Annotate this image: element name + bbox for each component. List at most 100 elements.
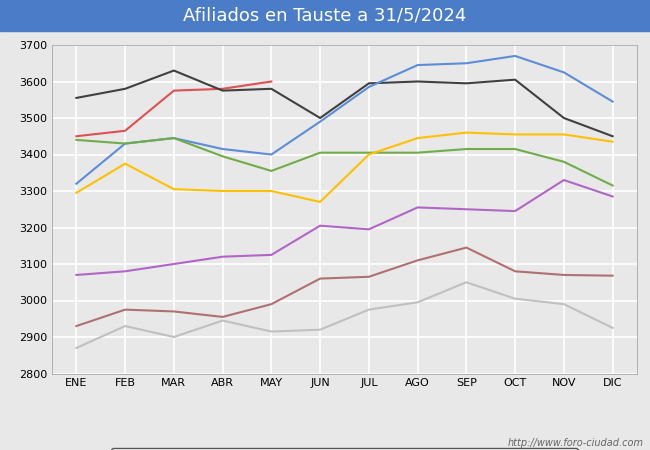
Line: 2018: 2018: [77, 248, 612, 326]
2019: [413, 205, 421, 210]
2019: [268, 252, 276, 257]
2020: [170, 186, 178, 192]
2022: [316, 119, 324, 124]
2023: [608, 134, 616, 139]
2017: [463, 279, 471, 285]
2017: [316, 327, 324, 333]
2023: [170, 68, 178, 73]
Legend: 2024, 2023, 2022, 2021, 2020, 2019, 2018, 2017: 2024, 2023, 2022, 2021, 2020, 2019, 2018…: [111, 448, 578, 450]
2021: [316, 150, 324, 155]
2020: [268, 188, 276, 194]
2023: [121, 86, 129, 91]
2019: [170, 261, 178, 267]
2021: [218, 153, 227, 159]
2022: [218, 146, 227, 152]
2020: [608, 139, 616, 144]
2020: [365, 152, 373, 157]
2021: [365, 150, 373, 155]
2017: [72, 345, 81, 351]
2019: [463, 207, 471, 212]
2021: [413, 150, 421, 155]
2020: [121, 161, 129, 166]
2022: [511, 53, 519, 58]
2019: [511, 208, 519, 214]
2024: [268, 79, 276, 84]
Text: Afiliados en Tauste a 31/5/2024: Afiliados en Tauste a 31/5/2024: [183, 6, 467, 24]
2022: [463, 61, 471, 66]
2023: [365, 81, 373, 86]
2019: [560, 177, 568, 183]
2020: [218, 188, 227, 194]
2022: [365, 84, 373, 90]
2023: [72, 95, 81, 101]
2022: [268, 152, 276, 157]
2023: [316, 115, 324, 121]
2017: [121, 324, 129, 329]
2017: [560, 302, 568, 307]
2021: [170, 135, 178, 141]
2017: [170, 334, 178, 340]
2020: [511, 132, 519, 137]
2021: [268, 168, 276, 174]
2019: [72, 272, 81, 278]
2021: [121, 141, 129, 146]
2021: [560, 159, 568, 165]
Line: 2017: 2017: [77, 282, 612, 348]
Line: 2024: 2024: [77, 81, 272, 136]
2020: [463, 130, 471, 135]
2019: [316, 223, 324, 228]
2023: [268, 86, 276, 91]
2017: [608, 325, 616, 331]
2024: [72, 134, 81, 139]
2018: [608, 273, 616, 279]
2020: [316, 199, 324, 205]
2023: [463, 81, 471, 86]
2019: [121, 269, 129, 274]
2021: [608, 183, 616, 188]
2022: [608, 99, 616, 104]
2018: [268, 302, 276, 307]
2019: [218, 254, 227, 259]
2024: [121, 128, 129, 134]
Line: 2023: 2023: [77, 71, 612, 136]
2018: [121, 307, 129, 312]
2018: [218, 314, 227, 319]
2018: [316, 276, 324, 281]
2021: [72, 137, 81, 143]
2018: [413, 258, 421, 263]
2022: [72, 181, 81, 186]
2018: [365, 274, 373, 279]
2022: [121, 141, 129, 146]
2024: [218, 86, 227, 91]
2022: [560, 70, 568, 75]
2018: [560, 272, 568, 278]
Line: 2020: 2020: [77, 133, 612, 202]
2017: [413, 300, 421, 305]
2022: [170, 135, 178, 141]
Line: 2022: 2022: [77, 56, 612, 184]
2023: [511, 77, 519, 82]
2022: [413, 63, 421, 68]
2024: [170, 88, 178, 93]
2021: [511, 146, 519, 152]
2023: [560, 115, 568, 121]
Line: 2019: 2019: [77, 180, 612, 275]
2017: [511, 296, 519, 302]
Line: 2021: 2021: [77, 138, 612, 185]
2018: [170, 309, 178, 314]
2017: [268, 329, 276, 334]
2023: [413, 79, 421, 84]
2020: [560, 132, 568, 137]
2017: [218, 318, 227, 323]
2017: [365, 307, 373, 312]
Text: http://www.foro-ciudad.com: http://www.foro-ciudad.com: [508, 438, 644, 448]
2019: [608, 194, 616, 199]
2018: [72, 324, 81, 329]
2019: [365, 227, 373, 232]
2020: [72, 190, 81, 196]
2020: [413, 135, 421, 141]
2023: [218, 88, 227, 93]
2018: [463, 245, 471, 250]
2018: [511, 269, 519, 274]
2021: [463, 146, 471, 152]
